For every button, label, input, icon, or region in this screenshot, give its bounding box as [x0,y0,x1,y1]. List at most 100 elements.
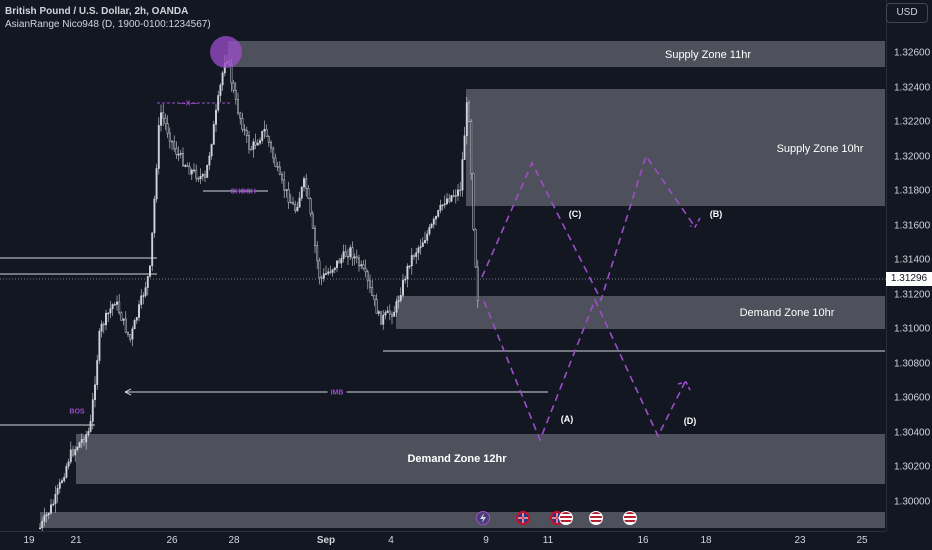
candle-body [432,218,435,225]
indicator-label[interactable]: AsianRange Nico948 (D, 1900-0100:1234567… [5,19,211,30]
price-tick: 1.30600 [894,392,931,404]
projection-path-4[interactable] [677,381,691,391]
projection-path-2[interactable] [689,217,701,228]
candle-body [303,178,305,188]
lightning-icon[interactable] [476,511,490,525]
candle-body [204,174,206,178]
candle-body [325,273,327,275]
demand-zone-12hr-label: Demand Zone 12hr [407,453,507,465]
candle-body [349,247,352,257]
time-axis[interactable]: 19 21 26 28 Sep 4 9 11 16 18 23 25 [0,531,886,550]
uk-flag-glyph [518,513,528,523]
supply-zone-10hr[interactable] [466,89,885,206]
candle-body [243,129,246,131]
candle-body [448,198,451,202]
price-tick: 1.30200 [894,461,931,473]
candle-body [67,461,70,467]
wave-a-label: (A) [560,414,574,424]
candle-body [395,301,398,313]
candle-body [135,317,138,321]
price-axis[interactable]: 1.32600 1.32400 1.32200 1.32000 1.31800 … [886,0,932,531]
candle-body [305,178,308,189]
candle-body [340,258,343,264]
candle-body [296,207,299,211]
candle-body [311,213,314,229]
candle-body [177,153,180,156]
candle-body [428,227,431,235]
bottom-zone[interactable] [40,512,885,528]
candle-body [54,494,57,505]
candle-body [470,121,473,175]
candle-body [278,166,281,175]
candle-body [50,504,52,514]
candle-body [193,169,195,172]
candle-body [373,295,376,300]
candle-body [415,252,418,257]
candle-body [461,159,464,191]
candle-body [476,266,479,301]
wave-b-label: (B) [709,209,723,219]
last-price-label: 1.31296 [886,272,932,286]
candle-body [435,216,437,220]
candle-body [173,141,176,149]
candle-body [450,195,453,202]
imb-annotation: IMB [327,389,347,397]
imb-arrow-head [124,388,132,396]
highlight-circle[interactable] [210,36,242,68]
candle-body [362,264,365,269]
projection-path-3[interactable] [483,297,686,443]
chart-legend: British Pound / U.S. Dollar, 2h, OANDA A… [5,5,211,31]
us-flag-icon[interactable] [589,511,603,525]
candle-body [166,123,169,134]
price-tick: 1.32200 [894,116,931,128]
candle-body [366,271,369,282]
candle-body [252,141,255,150]
candle-body [384,312,387,316]
candle-body [210,144,213,157]
candle-body [281,174,283,181]
candle-body [208,155,211,166]
time-tick: 23 [794,535,806,546]
candle-body [404,278,407,281]
candle-body [265,129,268,137]
time-tick: 9 [483,535,489,546]
bos-annotation: BOS [69,408,85,416]
candle-body [307,188,310,199]
candle-body [358,257,360,267]
price-tick: 1.32400 [894,82,931,94]
candle-body [78,442,81,448]
candle-body [239,112,242,119]
candle-body [237,99,239,114]
symbol-title[interactable]: British Pound / U.S. Dollar, 2h, OANDA [5,6,189,17]
chart-plot-area[interactable] [0,0,886,531]
us-flag-icon[interactable] [623,511,637,525]
candle-body [201,174,204,177]
us-flag-icon[interactable] [559,511,573,525]
price-tick: 1.31800 [894,185,931,197]
candle-body [287,189,290,203]
time-tick: 18 [700,535,712,546]
candle-body [300,186,303,199]
projection-path-1[interactable] [481,154,696,303]
candle-body [39,527,41,530]
candle-body [322,273,325,279]
price-tick: 1.30800 [894,358,931,370]
candle-body [318,260,321,278]
price-tick: 1.32000 [894,151,931,163]
candle-body [424,240,426,243]
demand-zone-12hr[interactable] [76,434,885,484]
candle-body [410,255,413,267]
candle-body [164,117,167,124]
currency-button[interactable]: USD [886,3,928,23]
candle-body [329,271,332,274]
candle-body [250,148,253,151]
candle-body [120,312,123,321]
time-tick: 28 [228,535,240,546]
candle-body [124,318,127,333]
candle-body [140,295,143,305]
candle-body [245,130,248,136]
uk-flag-icon[interactable] [516,511,530,525]
supply-zone-11hr[interactable] [228,41,885,67]
candle-body [430,223,433,228]
